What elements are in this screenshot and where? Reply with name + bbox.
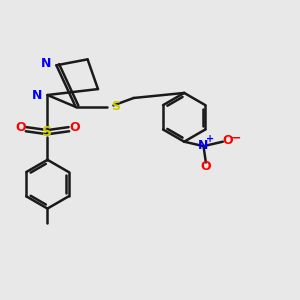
Text: O: O [201,160,211,172]
Text: N: N [32,88,42,101]
Text: +: + [206,134,214,144]
Text: O: O [15,121,26,134]
Text: O: O [69,121,80,134]
Text: S: S [43,125,52,139]
Text: N: N [40,57,51,70]
Text: O: O [223,134,233,147]
Text: −: − [231,132,242,145]
Text: N: N [198,139,209,152]
Text: S: S [111,100,120,113]
